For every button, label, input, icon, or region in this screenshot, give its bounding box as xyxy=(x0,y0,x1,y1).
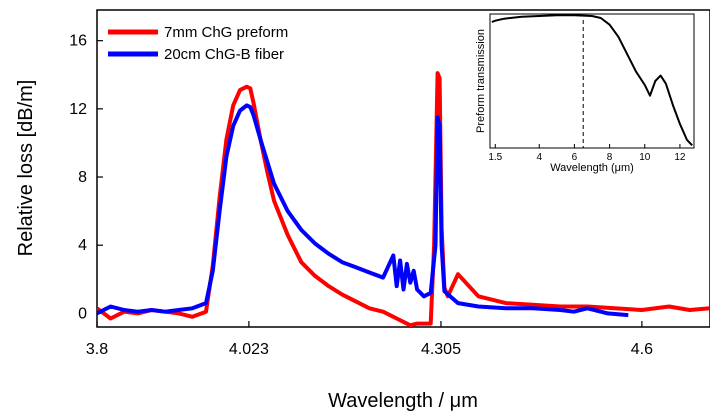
inset-x-tick-label: 4 xyxy=(536,152,542,163)
legend-label-fiber: 20cm ChG-B fiber xyxy=(164,46,284,63)
inset-x-tick-label: 1.5 xyxy=(488,152,502,163)
y-tick-label: 8 xyxy=(78,169,87,186)
inset-x-tick-label: 8 xyxy=(607,152,613,163)
main-series-group xyxy=(97,71,710,327)
x-tick-label: 3.8 xyxy=(86,341,108,358)
inset-frame xyxy=(489,13,695,149)
inset-series-line xyxy=(491,14,693,147)
y-tick-label: 0 xyxy=(78,305,87,322)
legend: 7mm ChG preform 20cm ChG-B fiber xyxy=(108,24,288,63)
inset-x-tick-label: 6 xyxy=(572,152,578,163)
x-tick-label: 4.6 xyxy=(631,341,653,358)
legend-label-preform: 7mm ChG preform xyxy=(164,24,288,41)
x-tick-label: 4.023 xyxy=(229,341,269,358)
inset-x-tick-label: 12 xyxy=(674,152,686,163)
inset-chart: 1.5 4 6 8 10 12 Wavelength (μm) Preform trans… xyxy=(475,13,695,174)
inset-x-tick-label: 10 xyxy=(639,152,651,163)
inset-y-axis-title: Preform transmission xyxy=(475,29,487,133)
inset-series-group xyxy=(491,14,693,148)
y-axis-title: Relative loss [dB/m] xyxy=(15,80,37,257)
inset-axis-ticks: 1.5 4 6 8 10 12 xyxy=(488,144,686,163)
series-line-preform xyxy=(97,71,710,327)
y-tick-label: 4 xyxy=(78,237,87,254)
y-tick-label: 16 xyxy=(69,33,87,50)
plot-frame xyxy=(96,9,710,328)
x-axis-title: Wavelength / μm xyxy=(328,390,478,412)
y-tick-label: 12 xyxy=(69,101,87,118)
inset-background xyxy=(490,14,694,148)
x-tick-label: 4.305 xyxy=(421,341,461,358)
series-line-fiber xyxy=(97,103,629,318)
inset-x-axis-title: Wavelength (μm) xyxy=(550,162,634,174)
